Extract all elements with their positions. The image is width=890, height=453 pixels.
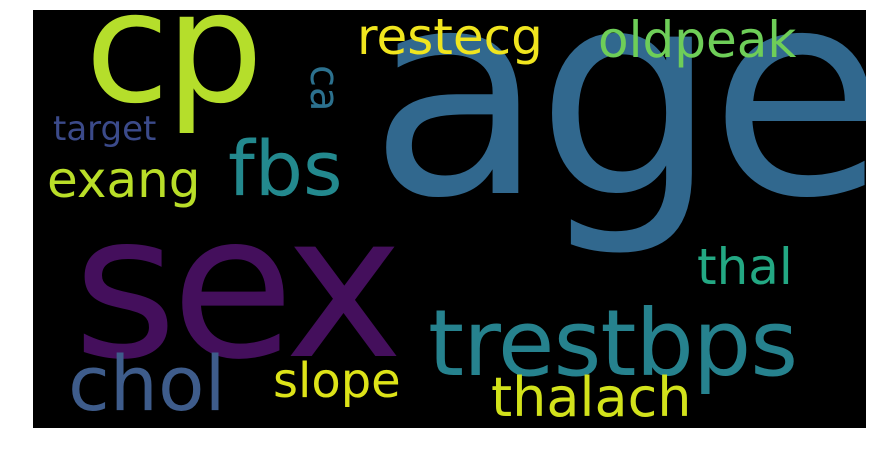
word-restecg: restecg	[357, 10, 543, 66]
word-thal: thal	[697, 238, 793, 296]
word-cloud-canvas: age sex cp trestbps chol fbs thalach res…	[33, 10, 866, 428]
word-exang: exang	[47, 151, 201, 209]
word-chol: chol	[68, 339, 226, 428]
word-fbs: fbs	[228, 124, 343, 213]
word-oldpeak: oldpeak	[598, 11, 797, 69]
word-slope: slope	[273, 353, 401, 409]
word-thalach: thalach	[491, 366, 692, 428]
word-target: target	[53, 109, 157, 149]
word-cp: cp	[85, 10, 263, 138]
word-trestbps: trestbps	[428, 290, 798, 397]
word-sex: sex	[73, 171, 403, 404]
word-age: age	[369, 10, 866, 261]
word-ca: ca	[301, 65, 347, 112]
